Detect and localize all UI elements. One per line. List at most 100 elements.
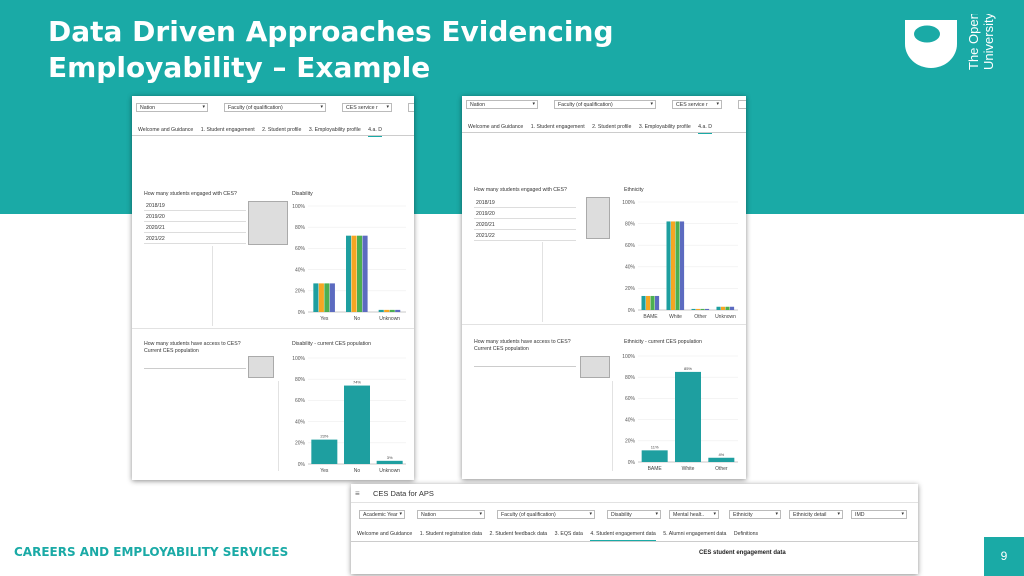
x-tick-label: White [682,466,695,472]
chevron-down-icon: ▾ [589,511,592,517]
engaged-title: How many students engaged with CES? [144,191,237,197]
data-label: 11% [651,444,659,449]
bottom-dashboard-screenshot: ≡ CES Data for APS Academic Year ▾ Nation… [351,484,918,574]
filter-ethnicity[interactable]: Ethnicity ▾ [729,510,781,519]
chevron-down-icon: ▾ [716,101,719,107]
y-tick-label: 20% [625,439,636,445]
year-row: 2018/19 [474,198,576,208]
filter-label: CES service r [676,102,708,108]
filter-nation[interactable]: Nation ▾ [136,103,208,112]
tab-employability-profile[interactable]: 3. Employability profile [638,124,691,130]
y-tick-label: 40% [625,265,636,271]
y-tick-label: 0% [628,460,636,466]
filter-academic-year[interactable]: Academic Year ▾ [359,510,405,519]
bar [650,295,655,310]
x-tick-label: Yes [320,316,329,322]
bar [646,295,651,310]
chart2-title: Disability - current CES population [292,341,372,347]
tab-definitions[interactable]: Definitions [733,531,759,537]
year-row: 2021/22 [144,234,246,244]
filter-more[interactable] [408,103,414,112]
bar [705,308,710,310]
x-tick-label: Other [694,314,707,320]
bar [324,283,330,312]
access-title-1: How many students have access to CES? [474,339,571,345]
menu-icon[interactable]: ≡ [355,489,360,498]
year-row: 2019/20 [144,212,246,222]
ethnicity-chart: 0% 20% 40% 60% 80% 100% BAME White Other Unknown [622,200,738,320]
access-title-2: Current CES population [474,346,529,352]
tab-4a[interactable]: 4.a. D [698,121,713,134]
filter-ces-service[interactable]: CES service r ▾ [342,103,392,112]
tab-student-profile[interactable]: 2. Student profile [262,127,302,133]
year-row: 2018/19 [144,201,246,211]
filter-faculty[interactable]: Faculty (of qualification) ▾ [497,510,595,519]
filter-imd[interactable]: IMD ▾ [851,510,907,519]
engaged-count-box [248,201,288,245]
tab-student-engagement[interactable]: 1. Student engagement [200,127,255,133]
filter-disability[interactable]: Disability ▾ [607,510,661,519]
tab-bar: Welcome and Guidance 1. Student engageme… [132,124,414,137]
divider [542,242,543,322]
filter-more[interactable] [738,100,746,109]
y-tick-label: 60% [295,246,306,252]
bar [730,306,735,310]
divider [351,502,918,503]
logo-line-2: University [981,14,996,70]
page-number: 9 [984,537,1024,576]
year-row: 2020/21 [474,220,576,230]
x-tick-label: No [354,468,361,474]
y-tick-label: 40% [295,419,306,425]
tab-welcome[interactable]: Welcome and Guidance [468,124,524,130]
bar [313,283,319,312]
bar [329,283,335,312]
y-tick-label: 100% [292,356,305,362]
y-tick-label: 100% [622,200,635,206]
y-tick-label: 0% [628,308,636,314]
data-label: 4% [718,452,724,457]
tab-welcome[interactable]: Welcome and Guidance [357,531,413,537]
filter-ces-service[interactable]: CES service r ▾ [672,100,722,109]
filter-ethnicity-detail[interactable]: Ethnicity detail ▾ [789,510,843,519]
bar [376,460,403,464]
bar [675,221,680,310]
logo-line-1: The Open [966,14,981,70]
chevron-down-icon: ▾ [320,104,323,110]
tab-student-engagement[interactable]: 1. Student engagement [530,124,585,130]
x-tick-label: BAME [643,314,658,320]
filter-faculty[interactable]: Faculty (of qualification) ▾ [554,100,656,109]
filter-nation[interactable]: Nation ▾ [466,100,538,109]
filter-nation[interactable]: Nation ▾ [417,510,485,519]
tab-employability-profile[interactable]: 3. Employability profile [308,127,361,133]
divider [612,381,613,471]
bar [641,450,668,462]
bar [691,308,696,310]
bar [395,309,401,312]
filter-label: Ethnicity detail [793,512,827,518]
tab-registration[interactable]: 1. Student registration data [419,531,483,537]
filter-label: Faculty (of qualification) [228,105,283,111]
y-tick-label: 100% [622,354,635,360]
y-tick-label: 60% [625,396,636,402]
tab-feedback[interactable]: 2. Student feedback data [489,531,548,537]
filter-label: Faculty (of qualification) [558,102,613,108]
filter-faculty[interactable]: Faculty (of qualification) ▾ [224,103,326,112]
chart1-title: Ethnicity [624,187,644,193]
tab-4a[interactable]: 4.a. D [368,124,383,137]
tab-alumni[interactable]: 5. Alumni engagement data [663,531,727,537]
engaged-count-box [586,197,610,239]
y-tick-label: 40% [295,267,306,273]
bar [346,235,352,312]
filter-label: Nation [470,102,485,108]
chevron-down-icon: ▾ [650,101,653,107]
tab-eqs[interactable]: 3. EQS data [554,531,583,537]
y-tick-label: 20% [295,289,306,295]
x-tick-label: No [354,316,361,322]
section-title: CES student engagement data [699,550,786,556]
filter-mental-health[interactable]: Mental healt.. ▾ [669,510,719,519]
tab-student-engagement[interactable]: 4. Student engagement data [590,528,656,541]
tab-student-profile[interactable]: 2. Student profile [592,124,632,130]
divider [278,381,279,471]
tab-welcome[interactable]: Welcome and Guidance [138,127,194,133]
ethnicity-population-chart: 0% 20% 40% 60% 80% 100% BAME 11% White 85% Other 4% [622,354,738,472]
